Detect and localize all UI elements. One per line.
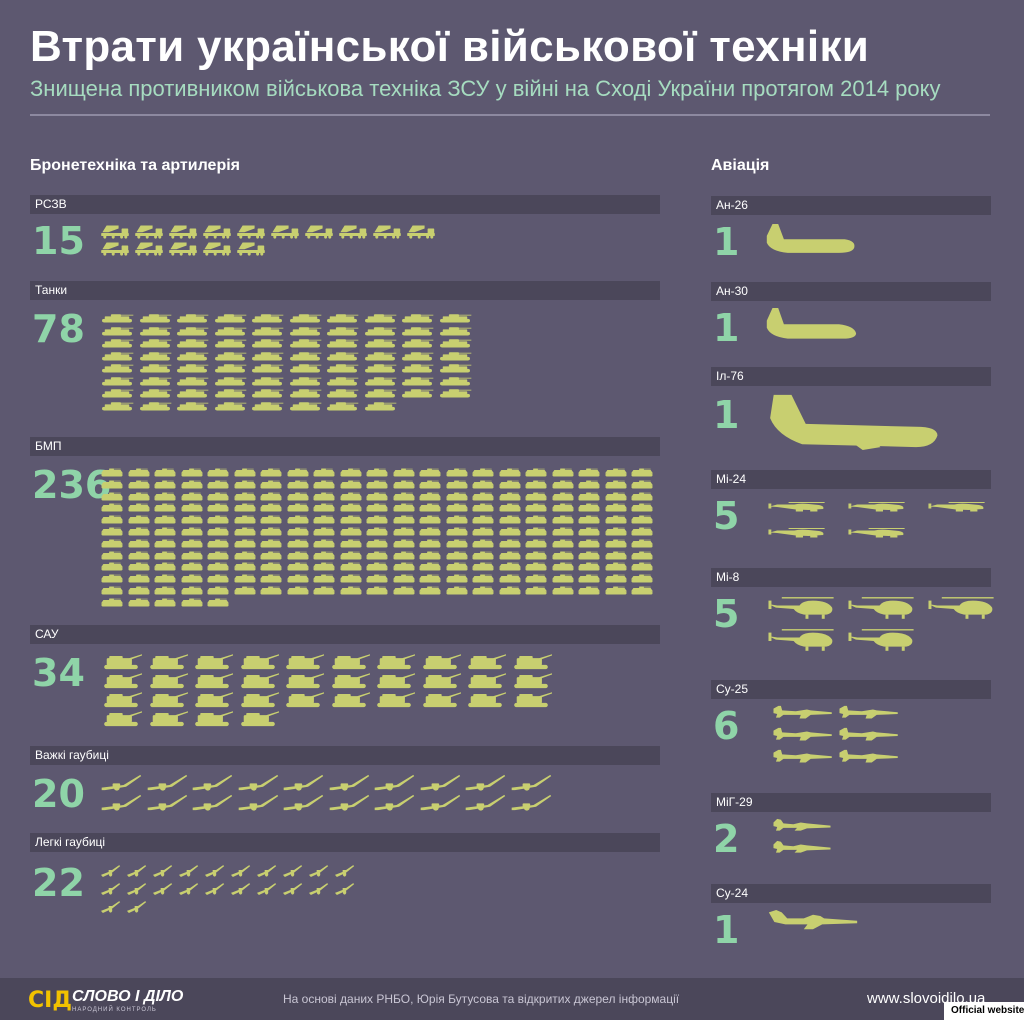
slovo-i-dilo-logo[interactable]: СІД СЛОВО І ДІЛО НАРОДНИЙ КОНТРОЛЬ — [28, 988, 188, 1016]
category-label: РСЗВ — [35, 197, 67, 211]
logo-tagline: НАРОДНИЙ КОНТРОЛЬ — [72, 1007, 157, 1013]
category-count: 5 — [713, 592, 740, 636]
category-label: МіГ-29 — [716, 795, 753, 809]
armor-heading: Бронетехніка та артилерія — [30, 157, 240, 174]
category-count: 1 — [713, 393, 740, 437]
category-bar: МіГ-29 — [711, 793, 991, 812]
category-count: 20 — [32, 772, 85, 816]
category-label: Ан-30 — [716, 284, 748, 298]
category-count: 236 — [32, 463, 112, 507]
aviation-heading: Авіація — [711, 157, 770, 174]
category-count: 1 — [713, 908, 740, 952]
category-label: Мі-24 — [716, 472, 747, 486]
category-bar: Мі-8 — [711, 568, 991, 587]
category-bar: Ан-30 — [711, 282, 991, 301]
category-bar: Су-24 — [711, 884, 991, 903]
category-bar: Легкі гаубиці — [30, 833, 660, 852]
category-bar: БМП — [30, 437, 660, 456]
page-subtitle: Знищена противником військова техніка ЗС… — [30, 76, 941, 101]
logo-symbol: СІД — [28, 988, 72, 1013]
category-label: Легкі гаубиці — [35, 835, 106, 849]
page-title: Втрати української військової техніки — [30, 22, 870, 71]
category-label: Ан-26 — [716, 198, 748, 212]
category-bar: Танки — [30, 281, 660, 300]
category-label: САУ — [35, 627, 59, 641]
category-count: 6 — [713, 704, 740, 748]
category-count: 15 — [32, 219, 85, 263]
category-count: 78 — [32, 307, 85, 351]
official-website-badge[interactable]: Official website — [944, 1002, 1024, 1020]
category-bar: Ан-26 — [711, 196, 991, 215]
category-label: Танки — [35, 283, 68, 297]
source-note: На основі даних РНБО, Юрія Бутусова та в… — [283, 992, 680, 1006]
category-count: 34 — [32, 651, 85, 695]
category-label: Су-25 — [716, 682, 749, 696]
category-count: 1 — [713, 220, 740, 264]
category-label: БМП — [35, 439, 62, 453]
category-bar: Важкі гаубиці — [30, 746, 660, 765]
category-count: 5 — [713, 494, 740, 538]
category-label: Мі-8 — [716, 570, 740, 584]
title-divider — [30, 114, 990, 116]
category-count: 2 — [713, 817, 740, 861]
logo-name: СЛОВО І ДІЛО — [72, 988, 184, 1005]
category-label: Важкі гаубиці — [35, 748, 109, 762]
category-count: 1 — [713, 306, 740, 350]
category-label: Су-24 — [716, 886, 749, 900]
category-bar: САУ — [30, 625, 660, 644]
category-count: 22 — [32, 861, 85, 905]
category-bar: Іл-76 — [711, 367, 991, 386]
footer: СІД СЛОВО І ДІЛО НАРОДНИЙ КОНТРОЛЬ На ос… — [0, 978, 1024, 1020]
category-bar: Су-25 — [711, 680, 991, 699]
official-website-label: Official website — [951, 1005, 1024, 1016]
category-bar: РСЗВ — [30, 195, 660, 214]
category-bar: Мі-24 — [711, 470, 991, 489]
category-label: Іл-76 — [716, 369, 744, 383]
